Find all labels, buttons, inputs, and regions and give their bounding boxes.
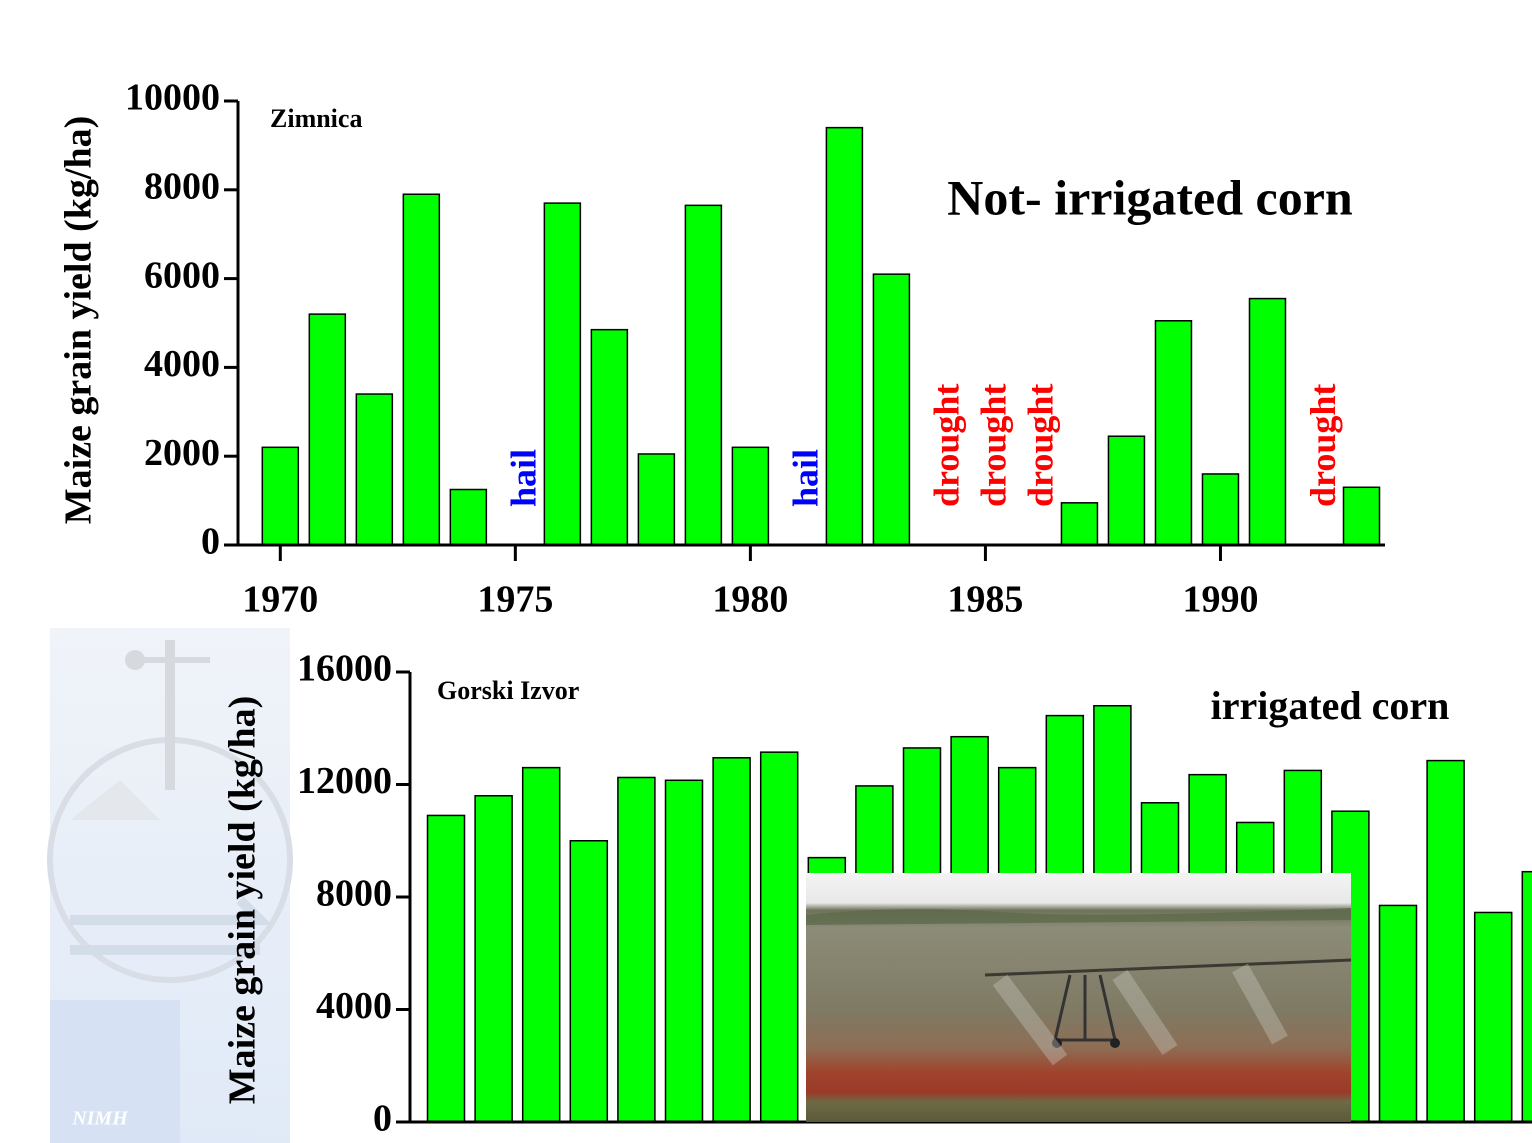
bar	[570, 841, 607, 1122]
bar	[544, 203, 580, 545]
bar	[761, 752, 798, 1122]
bar	[1249, 299, 1285, 545]
bar	[356, 394, 392, 545]
annotation: drought	[927, 384, 967, 507]
bar	[450, 490, 486, 546]
bar	[732, 447, 768, 545]
annotation: drought	[1021, 384, 1061, 507]
bar	[1202, 474, 1238, 545]
annotation: drought	[974, 384, 1014, 507]
bar	[666, 780, 703, 1122]
bar	[826, 128, 862, 545]
subtitle: Gorski Izvor	[437, 676, 579, 705]
y-axis-label: Maize grain yield (kg/ha)	[222, 696, 264, 1104]
bar	[713, 758, 750, 1122]
annotation: hail	[504, 449, 544, 507]
bar	[1522, 872, 1532, 1122]
x-tick-label: 1980	[712, 579, 788, 621]
bar	[309, 314, 345, 545]
y-tick-label: 0	[201, 521, 220, 563]
bar	[1427, 761, 1464, 1122]
x-tick-label: 1985	[947, 579, 1023, 621]
watermark-text: NIMH	[71, 1108, 129, 1130]
y-tick-label: 6000	[144, 254, 220, 296]
y-tick-label: 10000	[125, 77, 220, 119]
bar	[428, 815, 465, 1122]
bar	[638, 454, 674, 545]
bar	[475, 796, 512, 1122]
x-tick-label: 1970	[242, 579, 318, 621]
bar	[873, 274, 909, 545]
bar	[1475, 912, 1512, 1122]
y-tick-label: 0	[373, 1098, 392, 1140]
bar	[1061, 503, 1097, 545]
bar	[618, 777, 655, 1122]
y-tick-label: 2000	[144, 432, 220, 474]
bar	[523, 768, 560, 1122]
bar	[403, 194, 439, 545]
bar	[1155, 321, 1191, 545]
y-tick-label: 8000	[144, 166, 220, 208]
y-axis-label: Maize grain yield (kg/ha)	[58, 116, 100, 524]
bar	[685, 205, 721, 545]
annotation: drought	[1303, 384, 1343, 507]
bar-chart: 0 2000 4000 6000 8000 10000 1970 1975 1980 1985 19…	[58, 77, 1385, 621]
photo	[806, 873, 1351, 1122]
subtitle: Zimnica	[270, 104, 362, 133]
annotation: hail	[786, 449, 826, 507]
bar	[1343, 487, 1379, 545]
x-tick-label: 1990	[1182, 579, 1258, 621]
y-tick-label: 16000	[297, 648, 392, 690]
page: {"watermark": "NIMH", "chart_data": [ {"…	[0, 0, 1532, 1143]
chart: NIMH 0 2000 4000 6000 8000 10000 1970 1975 1980 1…	[0, 0, 1532, 1143]
chart-title: irrigated corn	[1211, 683, 1450, 728]
y-tick-label: 4000	[144, 343, 220, 385]
y-tick-label: 4000	[316, 985, 392, 1027]
bar	[591, 330, 627, 545]
bar	[1108, 436, 1144, 545]
y-tick-label: 8000	[316, 873, 392, 915]
x-tick-label: 1975	[477, 579, 553, 621]
bar	[1380, 905, 1417, 1122]
bar	[262, 447, 298, 545]
chart-title: Not- irrigated corn	[947, 169, 1353, 225]
y-tick-label: 12000	[297, 760, 392, 802]
